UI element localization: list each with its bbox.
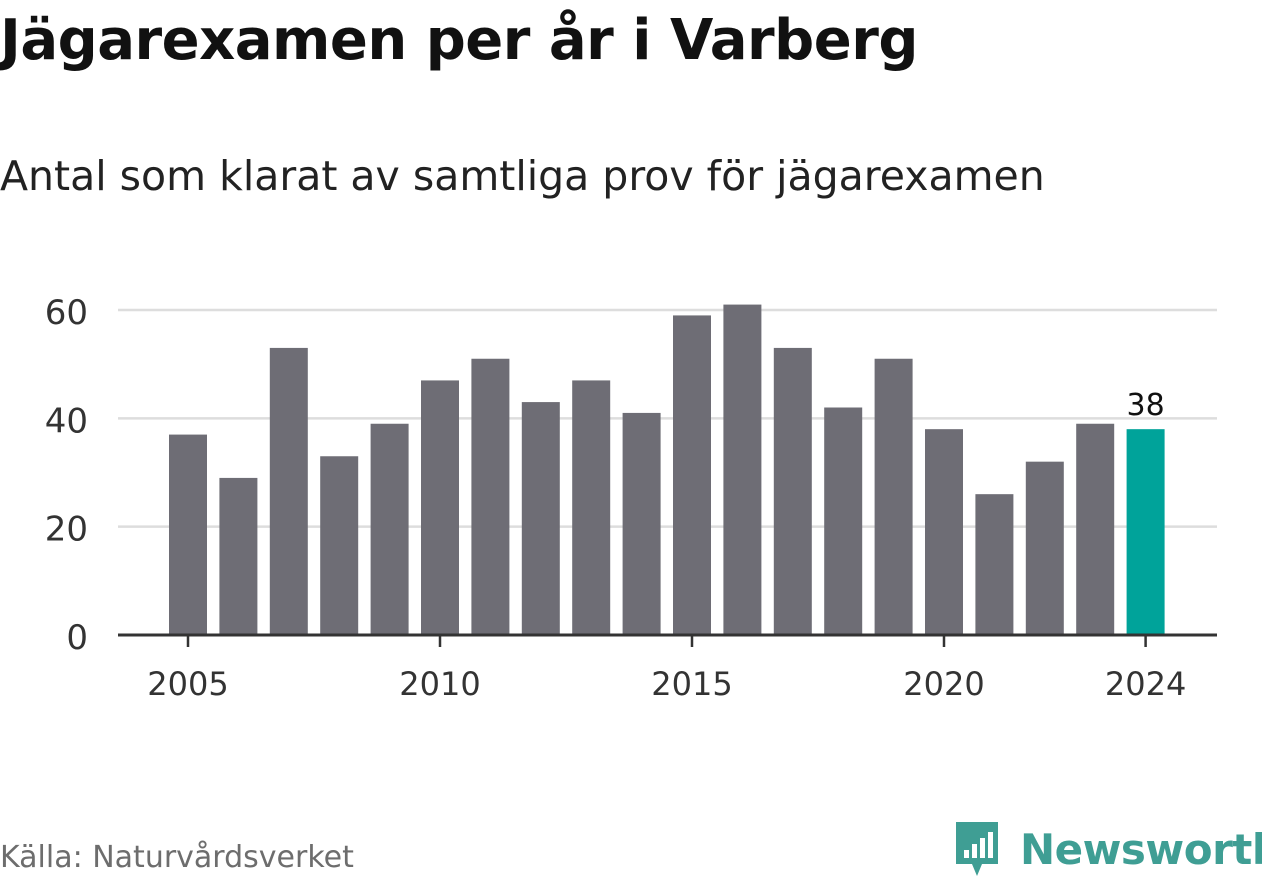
bar-2019 bbox=[874, 358, 913, 635]
bar-2011 bbox=[471, 358, 510, 635]
x-tick-label: 2024 bbox=[1105, 665, 1186, 703]
bar-2010 bbox=[421, 380, 459, 635]
bar-2013 bbox=[572, 380, 611, 635]
bar-2022 bbox=[1025, 461, 1064, 635]
bar-2021 bbox=[975, 494, 1014, 635]
x-tick-label: 2020 bbox=[903, 665, 984, 703]
source-note: Källa: Naturvårdsverket bbox=[0, 840, 354, 875]
chart-title: Jägarexamen per år i Varberg bbox=[0, 8, 918, 73]
x-axis: 2005 2010 2015 2020 2024 bbox=[118, 633, 1217, 703]
bar-2017 bbox=[773, 347, 812, 635]
bar-2005 bbox=[169, 434, 207, 635]
brand-name: Newsworthy bbox=[1020, 824, 1262, 874]
bar-2015 bbox=[673, 315, 711, 635]
chart-subtitle: Antal som klarat av samtliga prov för jä… bbox=[0, 152, 1045, 200]
y-axis-ticks: 0 20 40 60 bbox=[45, 293, 88, 658]
bar-2014 bbox=[622, 412, 661, 635]
y-tick-label: 0 bbox=[66, 618, 88, 658]
data-label-2024: 38 bbox=[1127, 388, 1165, 423]
y-tick-label: 60 bbox=[45, 293, 88, 333]
newsworthy-logo-icon bbox=[956, 822, 998, 876]
y-tick-label: 20 bbox=[45, 510, 88, 550]
y-tick-label: 40 bbox=[45, 401, 88, 441]
bar-2020 bbox=[925, 429, 963, 635]
bar-2009 bbox=[370, 423, 409, 635]
data-labels: 38 bbox=[1127, 388, 1165, 423]
bar-2023 bbox=[1076, 423, 1115, 635]
bar-2012 bbox=[521, 402, 560, 635]
x-tick-label: 2010 bbox=[399, 665, 480, 703]
bar-2018 bbox=[824, 407, 863, 635]
x-tick-label: 2005 bbox=[147, 665, 228, 703]
bar-2024 bbox=[1126, 429, 1165, 635]
x-tick-label: 2015 bbox=[651, 665, 732, 703]
bar-2016 bbox=[723, 304, 762, 635]
bar-2006 bbox=[219, 477, 258, 635]
bar-2008 bbox=[320, 456, 359, 635]
brand-logo: Newsworthy bbox=[952, 820, 1262, 878]
bar-chart: 0 20 40 60 38 2005 2010 2015 2020 2024 bbox=[45, 293, 1217, 703]
bar-2007 bbox=[269, 347, 308, 635]
bars bbox=[169, 304, 1165, 635]
